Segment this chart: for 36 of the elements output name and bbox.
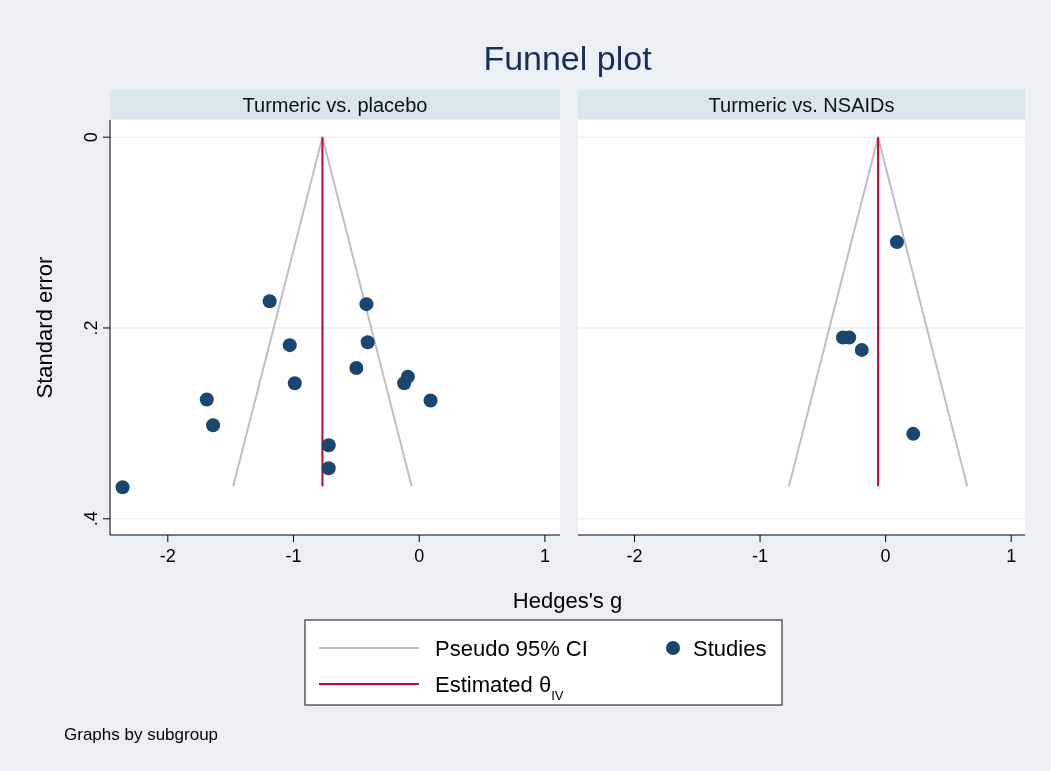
point — [115, 480, 130, 495]
point — [360, 335, 375, 350]
legend-label: Pseudo 95% CI — [435, 636, 588, 661]
x-tick-label: -1 — [752, 546, 769, 566]
point — [321, 438, 336, 453]
point — [262, 294, 277, 309]
point — [349, 361, 364, 376]
x-tick-label: -1 — [285, 546, 302, 566]
chart-subtitle: Turmeric vs. placebo — [242, 94, 428, 116]
legend-label: Studies — [693, 636, 767, 661]
legend-label: Estimated θ$_{IV}$ — [435, 672, 564, 703]
x-tick-label: 0 — [880, 546, 891, 566]
y-tick-label: .2 — [81, 320, 101, 336]
y-tick-label: .4 — [81, 511, 101, 527]
chart-title: Funnel plot — [483, 39, 653, 77]
point — [321, 461, 336, 476]
point — [854, 342, 869, 357]
point — [287, 376, 302, 391]
point — [199, 392, 214, 407]
x-tick-label: -2 — [159, 546, 176, 566]
x-axis-title: Hedges's g — [512, 588, 623, 613]
x-tick-label: 0 — [414, 546, 425, 566]
point — [206, 418, 221, 433]
y-axis-title: Standard error — [32, 256, 57, 399]
x-tick-label: 1 — [539, 546, 550, 566]
point — [359, 297, 374, 312]
point — [423, 393, 438, 408]
point — [906, 426, 921, 441]
text: Graphs by subgroup — [64, 725, 219, 744]
point — [397, 376, 412, 391]
chart-subtitle: Turmeric vs. NSAIDs — [708, 94, 895, 116]
point — [889, 235, 904, 250]
y-tick-label: 0 — [81, 132, 101, 143]
point — [282, 338, 297, 353]
x-tick-label: -2 — [626, 546, 643, 566]
x-tick-label: 1 — [1006, 546, 1017, 566]
